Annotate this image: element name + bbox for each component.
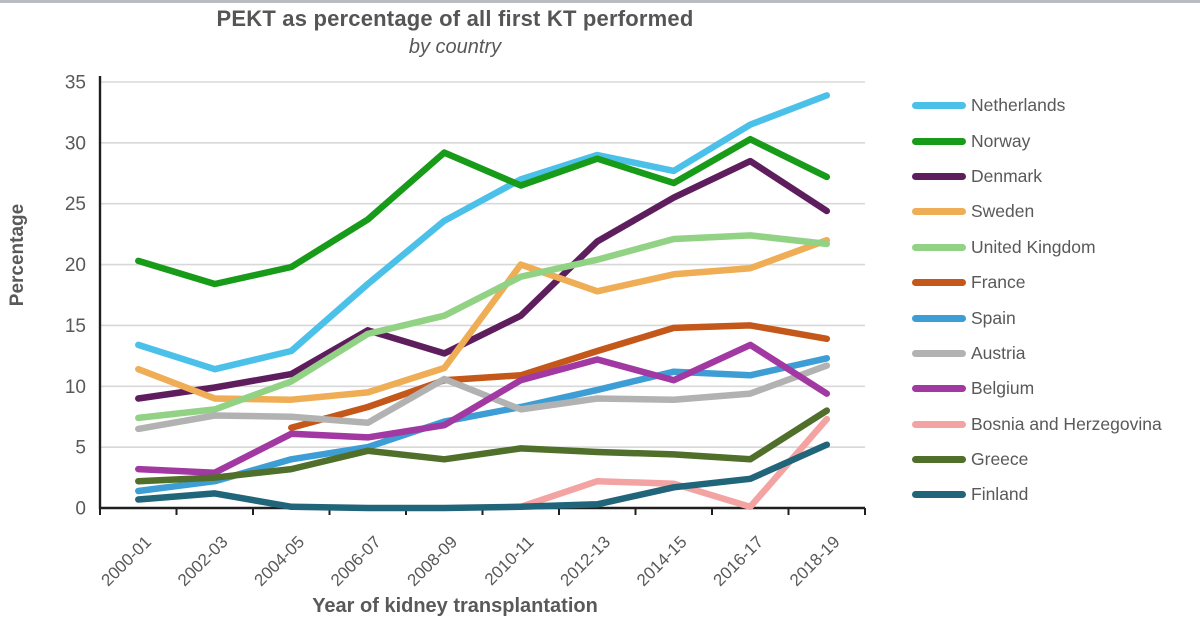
x-tick-label: 2014-15 <box>633 532 691 590</box>
series-line-norway <box>135 135 831 288</box>
legend-item-bosnia-and-herzegovina: Bosnia and Herzegovina <box>912 407 1162 442</box>
y-tick-label: 20 <box>65 255 86 276</box>
x-tick-label: 2008-09 <box>404 532 462 590</box>
legend-label-france: France <box>971 272 1026 293</box>
series-line-united-kingdom <box>135 232 831 422</box>
legend-item-austria: Austria <box>912 336 1162 371</box>
legend-item-france: France <box>912 265 1162 300</box>
legend-swatch-belgium <box>912 385 966 393</box>
x-tick-label: 2000-01 <box>98 532 156 590</box>
chart-title: PEKT as percentage of all first KT perfo… <box>216 6 694 31</box>
series-line-bosnia-and-herzegovina <box>517 415 831 511</box>
x-tick-label: 2016-17 <box>710 532 768 590</box>
legend-swatch-sweden <box>912 208 966 216</box>
series-line-austria <box>135 362 831 433</box>
legend-item-greece: Greece <box>912 442 1162 477</box>
y-tick-label: 35 <box>65 73 86 94</box>
legend-label-finland: Finland <box>971 484 1029 505</box>
y-tick-label: 15 <box>65 316 86 337</box>
legend-swatch-denmark <box>912 172 966 180</box>
legend-item-belgium: Belgium <box>912 371 1162 406</box>
legend-item-united-kingdom: United Kingdom <box>912 230 1162 265</box>
x-tick-label: 2006-07 <box>327 532 385 590</box>
x-axis-title: Year of kidney transplantation <box>312 595 598 617</box>
series-line-netherlands <box>135 92 831 373</box>
legend-swatch-france <box>912 279 966 287</box>
legend-swatch-bosnia-and-herzegovina <box>912 420 966 428</box>
legend-swatch-greece <box>912 456 966 464</box>
legend-label-netherlands: Netherlands <box>971 95 1066 116</box>
legend-label-bosnia-and-herzegovina: Bosnia and Herzegovina <box>971 413 1162 434</box>
series-line-belgium <box>135 341 831 476</box>
legend-item-sweden: Sweden <box>912 194 1162 229</box>
legend-swatch-finland <box>912 491 966 499</box>
legend-label-greece: Greece <box>971 449 1029 470</box>
legend-item-spain: Spain <box>912 300 1162 335</box>
x-tick-label: 2018-19 <box>786 532 844 590</box>
legend-label-sweden: Sweden <box>971 201 1035 222</box>
y-tick-label: 30 <box>65 133 86 154</box>
legend-item-netherlands: Netherlands <box>912 88 1162 123</box>
series-line-greece <box>135 407 831 485</box>
legend-label-spain: Spain <box>971 307 1016 328</box>
window-top-edge <box>0 0 1200 3</box>
legend-swatch-netherlands <box>912 102 966 110</box>
legend-label-norway: Norway <box>971 130 1031 151</box>
legend-item-finland: Finland <box>912 477 1162 512</box>
chart-subtitle: by country <box>408 36 502 58</box>
series-line-finland <box>135 441 831 512</box>
legend-label-belgium: Belgium <box>971 378 1035 399</box>
legend-swatch-norway <box>912 137 966 145</box>
legend-item-denmark: Denmark <box>912 159 1162 194</box>
series-line-france <box>288 322 831 431</box>
legend-swatch-austria <box>912 349 966 357</box>
series-line-denmark <box>135 157 831 402</box>
x-tick-label: 2012-13 <box>557 532 615 590</box>
x-tick-label: 2002-03 <box>174 532 232 590</box>
series-line-sweden <box>135 236 831 403</box>
legend: Netherlands Norway Denmark Sweden United Kin… <box>912 88 1162 513</box>
y-tick-label: 0 <box>75 499 86 520</box>
x-tick-label: 2004-05 <box>251 532 309 590</box>
x-tick-label: 2010-11 <box>481 532 538 589</box>
legend-label-austria: Austria <box>971 342 1026 363</box>
legend-swatch-united-kingdom <box>912 243 966 251</box>
legend-item-norway: Norway <box>912 123 1162 158</box>
y-tick-label: 10 <box>65 377 86 398</box>
legend-label-united-kingdom: United Kingdom <box>971 236 1096 257</box>
legend-swatch-spain <box>912 314 966 322</box>
y-tick-label: 25 <box>65 194 86 215</box>
legend-label-denmark: Denmark <box>971 165 1042 186</box>
y-tick-label: 5 <box>75 438 86 459</box>
